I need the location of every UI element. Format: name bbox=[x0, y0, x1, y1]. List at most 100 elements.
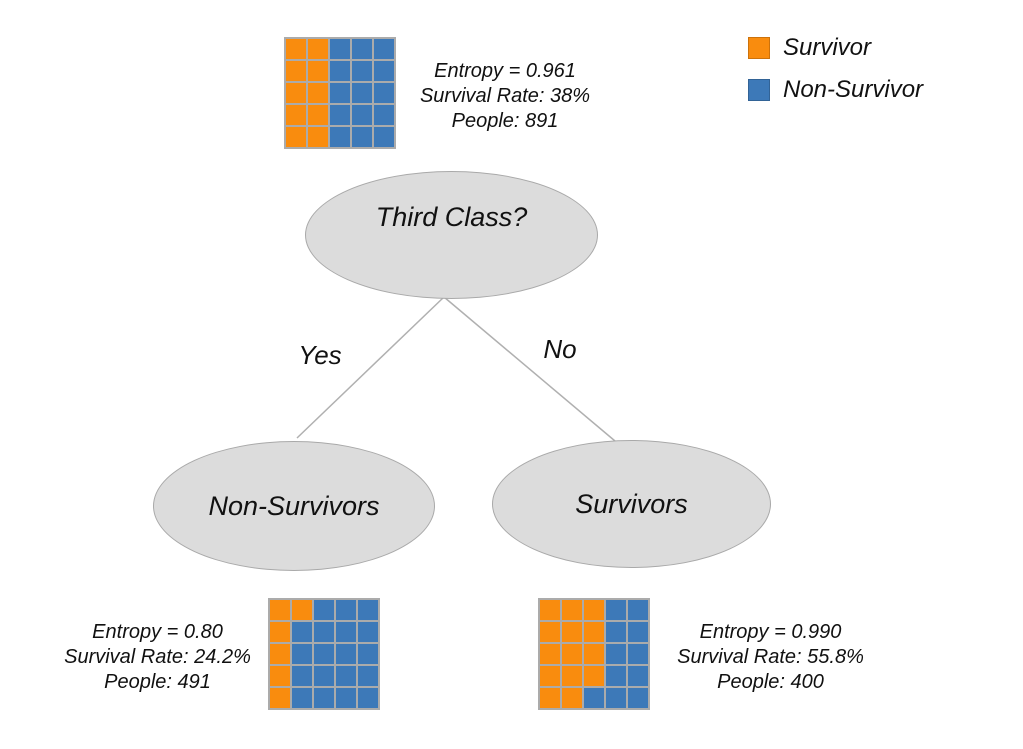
branch-label-yes: Yes bbox=[298, 340, 342, 370]
waffle-chart-right bbox=[538, 598, 650, 710]
waffle-cell-non-survivor bbox=[330, 105, 350, 125]
waffle-cell-survivor bbox=[562, 688, 582, 708]
waffle-cell-survivor bbox=[286, 127, 306, 147]
right-node-stats: Entropy = 0.990 Survival Rate: 55.8% Peo… bbox=[658, 620, 883, 695]
legend-label-survivor: Survivor bbox=[783, 34, 872, 61]
waffle-cell-survivor bbox=[270, 644, 290, 664]
waffle-chart-left bbox=[268, 598, 380, 710]
waffle-cell-non-survivor bbox=[336, 666, 356, 686]
survivor-swatch-icon bbox=[748, 37, 770, 59]
right-survival-rate: Survival Rate: 55.8% bbox=[677, 646, 864, 668]
left-node-stats: Entropy = 0.80 Survival Rate: 24.2% Peop… bbox=[50, 620, 265, 695]
left-entropy-value: Entropy = 0.80 bbox=[92, 621, 223, 643]
waffle-cell-survivor bbox=[540, 600, 560, 620]
waffle-cell-survivor bbox=[308, 83, 328, 103]
waffle-cell-non-survivor bbox=[628, 644, 648, 664]
non-survivor-swatch-icon bbox=[748, 79, 770, 101]
waffle-cell-non-survivor bbox=[358, 600, 378, 620]
waffle-cell-non-survivor bbox=[358, 666, 378, 686]
left-node-ellipse: Non-Survivors bbox=[153, 441, 435, 571]
waffle-cell-survivor bbox=[308, 39, 328, 59]
right-people-count: People: 400 bbox=[717, 671, 824, 693]
waffle-cell-non-survivor bbox=[292, 666, 312, 686]
waffle-cell-survivor bbox=[308, 127, 328, 147]
waffle-cell-non-survivor bbox=[336, 600, 356, 620]
waffle-cell-survivor bbox=[562, 666, 582, 686]
waffle-cell-non-survivor bbox=[336, 644, 356, 664]
root-node-ellipse: Third Class? bbox=[305, 171, 598, 299]
waffle-cell-non-survivor bbox=[374, 127, 394, 147]
right-entropy-value: Entropy = 0.990 bbox=[699, 621, 842, 643]
left-people-count: People: 491 bbox=[104, 671, 211, 693]
waffle-cell-non-survivor bbox=[584, 688, 604, 708]
branch-label-no: No bbox=[543, 334, 577, 364]
waffle-cell-survivor bbox=[584, 600, 604, 620]
waffle-cell-non-survivor bbox=[336, 688, 356, 708]
waffle-cell-non-survivor bbox=[330, 83, 350, 103]
waffle-cell-non-survivor bbox=[374, 105, 394, 125]
waffle-cell-non-survivor bbox=[330, 127, 350, 147]
waffle-cell-non-survivor bbox=[330, 39, 350, 59]
left-node-label: Non-Survivors bbox=[208, 490, 380, 521]
waffle-cell-survivor bbox=[286, 61, 306, 81]
legend-label-non-survivor: Non-Survivor bbox=[783, 76, 924, 103]
waffle-cell-survivor bbox=[562, 600, 582, 620]
waffle-cell-non-survivor bbox=[336, 622, 356, 642]
waffle-cell-survivor bbox=[270, 622, 290, 642]
root-survival-rate: Survival Rate: 38% bbox=[419, 85, 591, 107]
waffle-cell-survivor bbox=[308, 105, 328, 125]
waffle-cell-non-survivor bbox=[330, 61, 350, 81]
waffle-cell-non-survivor bbox=[374, 39, 394, 59]
waffle-cell-survivor bbox=[540, 622, 560, 642]
waffle-cell-survivor bbox=[270, 666, 290, 686]
waffle-cell-survivor bbox=[562, 644, 582, 664]
waffle-cell-non-survivor bbox=[352, 105, 372, 125]
waffle-cell-non-survivor bbox=[314, 644, 334, 664]
right-node-ellipse: Survivors bbox=[492, 440, 771, 568]
waffle-cell-survivor bbox=[540, 688, 560, 708]
right-node-label: Survivors bbox=[575, 488, 688, 519]
waffle-cell-survivor bbox=[584, 666, 604, 686]
waffle-cell-non-survivor bbox=[314, 622, 334, 642]
waffle-cell-survivor bbox=[540, 666, 560, 686]
waffle-cell-non-survivor bbox=[358, 644, 378, 664]
left-survival-rate: Survival Rate: 24.2% bbox=[64, 646, 251, 668]
waffle-cell-survivor bbox=[286, 105, 306, 125]
waffle-cell-survivor bbox=[286, 83, 306, 103]
waffle-cell-non-survivor bbox=[606, 622, 626, 642]
waffle-cell-non-survivor bbox=[606, 644, 626, 664]
legend-item-non-survivor: Non-Survivor bbox=[748, 76, 923, 104]
waffle-cell-non-survivor bbox=[606, 600, 626, 620]
waffle-cell-survivor bbox=[308, 61, 328, 81]
waffle-cell-survivor bbox=[540, 644, 560, 664]
waffle-cell-survivor bbox=[270, 688, 290, 708]
waffle-chart-root bbox=[284, 37, 396, 149]
waffle-cell-non-survivor bbox=[352, 39, 372, 59]
waffle-cell-non-survivor bbox=[352, 83, 372, 103]
waffle-cell-survivor bbox=[286, 39, 306, 59]
waffle-cell-non-survivor bbox=[628, 666, 648, 686]
waffle-cell-survivor bbox=[270, 600, 290, 620]
waffle-cell-non-survivor bbox=[292, 688, 312, 708]
waffle-cell-survivor bbox=[584, 644, 604, 664]
waffle-cell-non-survivor bbox=[292, 622, 312, 642]
waffle-cell-survivor bbox=[562, 622, 582, 642]
waffle-cell-non-survivor bbox=[352, 127, 372, 147]
legend: Survivor Non-Survivor bbox=[748, 34, 923, 118]
waffle-cell-non-survivor bbox=[374, 61, 394, 81]
waffle-cell-non-survivor bbox=[628, 688, 648, 708]
root-node-label: Third Class? bbox=[375, 201, 528, 232]
waffle-cell-non-survivor bbox=[606, 688, 626, 708]
waffle-cell-non-survivor bbox=[352, 61, 372, 81]
waffle-cell-non-survivor bbox=[314, 666, 334, 686]
waffle-cell-non-survivor bbox=[628, 600, 648, 620]
waffle-cell-survivor bbox=[584, 622, 604, 642]
waffle-cell-non-survivor bbox=[314, 600, 334, 620]
waffle-cell-non-survivor bbox=[358, 622, 378, 642]
root-entropy-value: Entropy = 0.961 bbox=[434, 60, 576, 82]
branch-line-no bbox=[443, 296, 616, 442]
legend-item-survivor: Survivor bbox=[748, 34, 923, 62]
waffle-cell-survivor bbox=[292, 600, 312, 620]
